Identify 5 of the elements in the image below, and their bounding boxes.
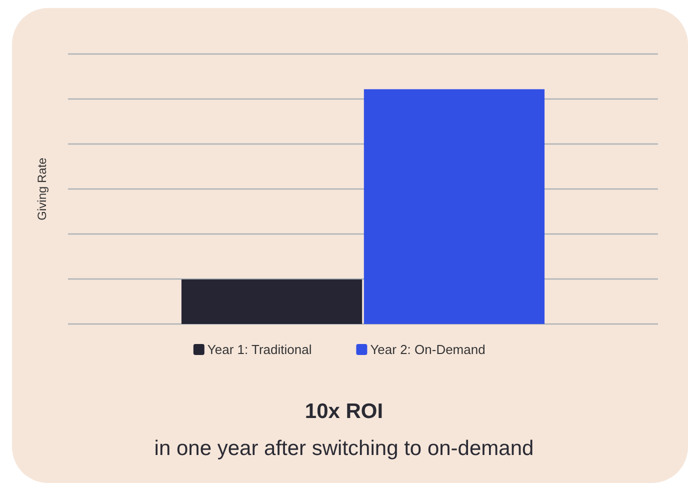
legend-label: Year 1: Traditional bbox=[207, 342, 312, 357]
y-axis-title: Giving Rate bbox=[35, 157, 49, 220]
text: 10x ROI bbox=[304, 400, 384, 423]
legend-label: Year 2: On-Demand bbox=[370, 342, 486, 357]
text: in one year after switching to on-demand bbox=[154, 437, 534, 460]
